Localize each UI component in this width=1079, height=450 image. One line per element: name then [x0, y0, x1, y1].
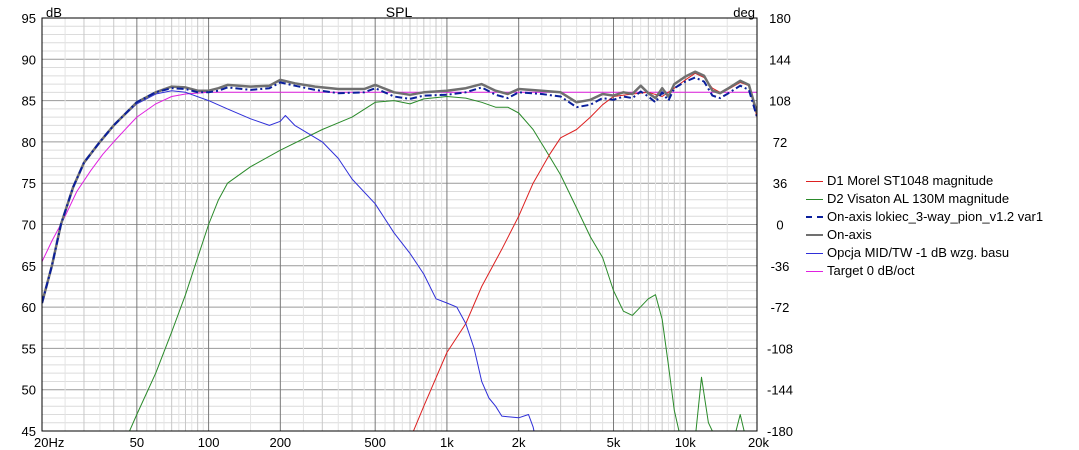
- legend-item: On-axis: [806, 226, 1043, 244]
- y-right-tick-label: -72: [771, 300, 790, 315]
- legend: D1 Morel ST1048 magnitude D2 Visaton AL 1…: [806, 172, 1043, 280]
- y-left-tick-label: 70: [22, 218, 36, 233]
- y-right-tick-label: 144: [769, 52, 791, 67]
- y-left-unit: dB: [46, 5, 62, 20]
- series-line: [42, 76, 757, 304]
- y-left-tick-label: 65: [22, 259, 36, 274]
- y-left-tick-label: 85: [22, 94, 36, 109]
- legend-label: On-axis lokiec_3-way_pion_v1.2 var1: [827, 209, 1044, 224]
- legend-swatch: [806, 252, 823, 254]
- series-line: [42, 91, 757, 262]
- legend-label: D2 Visaton AL 130M magnitude: [827, 191, 1010, 206]
- legend-label: D1 Morel ST1048 magnitude: [827, 173, 994, 188]
- y-left-tick-label: 90: [22, 52, 36, 67]
- y-right-tick-label: 36: [773, 176, 787, 191]
- legend-swatch: [806, 180, 823, 182]
- legend-swatch: [806, 198, 823, 200]
- y-left-tick-label: 60: [22, 300, 36, 315]
- y-right-tick-label: 180: [769, 11, 791, 26]
- series-line: [42, 90, 535, 431]
- legend-item: D2 Visaton AL 130M magnitude: [806, 190, 1043, 208]
- plot-frame: [41, 17, 758, 432]
- x-tick-label: 2k: [512, 435, 526, 450]
- y-left-tick-label: 45: [22, 424, 36, 439]
- y-left-tick-label: 75: [22, 176, 36, 191]
- x-tick-label: 10k: [675, 435, 696, 450]
- y-right-tick-label: -36: [771, 259, 790, 274]
- x-tick-label: 200: [269, 435, 291, 450]
- legend-swatch: [806, 216, 823, 218]
- chart-title: SPL: [386, 4, 413, 20]
- series-layer: [42, 70, 757, 431]
- series-line: [42, 70, 757, 304]
- tick-labels: 20Hz 50 100 200 500 1k 2k 5k 10k 20k9590858075706…: [22, 11, 793, 450]
- series-line: [412, 72, 757, 431]
- legend-item: D1 Morel ST1048 magnitude: [806, 172, 1043, 190]
- y-left-tick-label: 95: [22, 11, 36, 26]
- x-tick-label: 100: [198, 435, 220, 450]
- y-left-tick-label: 50: [22, 383, 36, 398]
- x-tick-label: 5k: [607, 435, 621, 450]
- y-right-unit: deg: [733, 5, 755, 20]
- y-right-tick-label: -144: [767, 383, 793, 398]
- legend-swatch: [806, 270, 823, 272]
- legend-label: Opcja MID/TW -1 dB wzg. basu: [827, 245, 1010, 260]
- y-left-tick-label: 55: [22, 341, 36, 356]
- y-right-tick-label: -180: [767, 424, 793, 439]
- x-tick-label: 50: [130, 435, 144, 450]
- y-right-tick-label: -108: [767, 341, 793, 356]
- x-tick-label: 20k: [748, 435, 769, 450]
- legend-item: Target 0 dB/oct: [806, 262, 1043, 280]
- legend-item: On-axis lokiec_3-way_pion_v1.2 var1: [806, 208, 1043, 226]
- legend-label: Target 0 dB/oct: [827, 263, 915, 278]
- legend-swatch: [806, 234, 823, 236]
- x-tick-label: 1k: [440, 435, 454, 450]
- y-left-tick-label: 80: [22, 135, 36, 150]
- series-line: [129, 96, 745, 431]
- y-right-tick-label: 72: [773, 135, 787, 150]
- legend-item: Opcja MID/TW -1 dB wzg. basu: [806, 244, 1043, 262]
- grid: [41, 17, 758, 432]
- x-tick-label: 20Hz: [34, 435, 64, 450]
- legend-label: On-axis: [827, 227, 872, 242]
- x-tick-label: 500: [364, 435, 386, 450]
- y-right-tick-label: 0: [776, 218, 783, 233]
- y-right-tick-label: 108: [769, 94, 791, 109]
